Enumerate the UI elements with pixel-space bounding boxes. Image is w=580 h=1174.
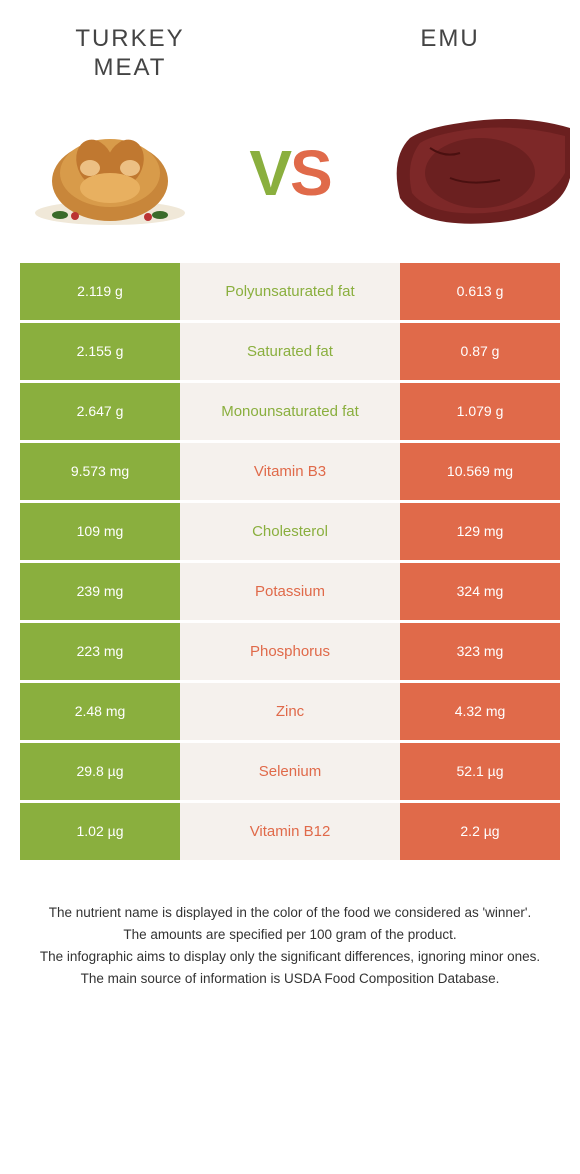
footer-line: The main source of information is USDA F…	[30, 969, 550, 989]
left-value: 109 mg	[20, 503, 180, 560]
footer-notes: The nutrient name is displayed in the co…	[0, 863, 580, 990]
table-row: 1.02 µgVitamin B122.2 µg	[20, 803, 560, 860]
left-value: 9.573 mg	[20, 443, 180, 500]
table-row: 2.48 mgZinc4.32 mg	[20, 683, 560, 740]
table-row: 2.155 gSaturated fat0.87 g	[20, 323, 560, 380]
nutrient-label: Zinc	[180, 683, 400, 740]
header: Turkey meat Emu	[0, 0, 580, 93]
right-value: 323 mg	[400, 623, 560, 680]
vs-label: VS	[249, 136, 330, 210]
nutrient-label: Vitamin B3	[180, 443, 400, 500]
nutrient-label: Saturated fat	[180, 323, 400, 380]
vs-v: V	[249, 137, 290, 209]
table-row: 9.573 mgVitamin B310.569 mg	[20, 443, 560, 500]
right-food-title: Emu	[380, 25, 520, 83]
turkey-image	[10, 108, 210, 238]
right-value: 4.32 mg	[400, 683, 560, 740]
nutrient-label: Monounsaturated fat	[180, 383, 400, 440]
footer-line: The infographic aims to display only the…	[30, 947, 550, 967]
nutrient-label: Polyunsaturated fat	[180, 263, 400, 320]
left-value: 2.48 mg	[20, 683, 180, 740]
footer-line: The nutrient name is displayed in the co…	[30, 903, 550, 923]
right-value: 2.2 µg	[400, 803, 560, 860]
nutrient-label: Vitamin B12	[180, 803, 400, 860]
left-value: 29.8 µg	[20, 743, 180, 800]
right-value: 129 mg	[400, 503, 560, 560]
left-value: 2.119 g	[20, 263, 180, 320]
right-value: 0.87 g	[400, 323, 560, 380]
table-row: 109 mgCholesterol129 mg	[20, 503, 560, 560]
table-row: 2.647 gMonounsaturated fat1.079 g	[20, 383, 560, 440]
footer-line: The amounts are specified per 100 gram o…	[30, 925, 550, 945]
emu-image	[370, 108, 570, 238]
left-value: 223 mg	[20, 623, 180, 680]
right-value: 324 mg	[400, 563, 560, 620]
nutrient-label: Potassium	[180, 563, 400, 620]
left-food-title: Turkey meat	[60, 25, 200, 83]
nutrient-label: Phosphorus	[180, 623, 400, 680]
left-value: 2.155 g	[20, 323, 180, 380]
table-row: 239 mgPotassium324 mg	[20, 563, 560, 620]
table-row: 2.119 gPolyunsaturated fat0.613 g	[20, 263, 560, 320]
nutrient-label: Cholesterol	[180, 503, 400, 560]
table-row: 29.8 µgSelenium52.1 µg	[20, 743, 560, 800]
nutrient-table: 2.119 gPolyunsaturated fat0.613 g2.155 g…	[20, 263, 560, 860]
vs-s: S	[290, 137, 331, 209]
right-value: 1.079 g	[400, 383, 560, 440]
left-value: 239 mg	[20, 563, 180, 620]
nutrient-label: Selenium	[180, 743, 400, 800]
left-value: 1.02 µg	[20, 803, 180, 860]
right-value: 10.569 mg	[400, 443, 560, 500]
image-row: VS	[0, 93, 580, 263]
left-value: 2.647 g	[20, 383, 180, 440]
table-row: 223 mgPhosphorus323 mg	[20, 623, 560, 680]
right-value: 0.613 g	[400, 263, 560, 320]
right-value: 52.1 µg	[400, 743, 560, 800]
